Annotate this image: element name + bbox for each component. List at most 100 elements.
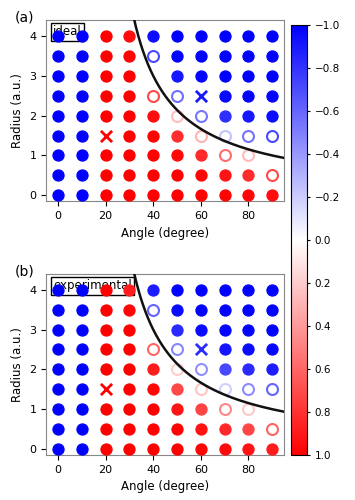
Text: (b): (b) — [15, 264, 35, 278]
Point — [150, 152, 156, 160]
Point — [55, 386, 61, 394]
Point — [245, 445, 251, 453]
Point — [198, 346, 203, 354]
Point — [79, 92, 84, 100]
Point — [126, 152, 132, 160]
Point — [245, 192, 251, 200]
Point — [150, 306, 156, 314]
Point — [222, 92, 227, 100]
Point — [269, 112, 275, 120]
Point — [103, 92, 109, 100]
Point — [198, 405, 203, 413]
Point — [126, 346, 132, 354]
Point — [150, 132, 156, 140]
Point — [126, 445, 132, 453]
Text: (a): (a) — [15, 11, 35, 25]
Point — [198, 132, 203, 140]
Point — [245, 32, 251, 40]
Point — [198, 32, 203, 40]
Point — [198, 425, 203, 433]
X-axis label: Angle (degree): Angle (degree) — [121, 480, 209, 494]
Point — [55, 286, 61, 294]
Point — [126, 52, 132, 60]
Point — [174, 72, 180, 80]
Point — [103, 132, 109, 140]
Point — [103, 112, 109, 120]
Point — [79, 366, 84, 374]
Point — [79, 445, 84, 453]
Point — [174, 366, 180, 374]
Point — [126, 306, 132, 314]
Point — [103, 405, 109, 413]
Point — [79, 132, 84, 140]
Point — [245, 425, 251, 433]
Point — [222, 192, 227, 200]
Point — [150, 32, 156, 40]
Point — [198, 172, 203, 179]
Point — [79, 112, 84, 120]
Point — [269, 366, 275, 374]
Point — [198, 72, 203, 80]
Point — [55, 306, 61, 314]
Point — [150, 346, 156, 354]
Point — [198, 445, 203, 453]
Point — [174, 445, 180, 453]
Point — [103, 72, 109, 80]
Point — [103, 32, 109, 40]
X-axis label: Angle (degree): Angle (degree) — [121, 226, 209, 239]
Point — [269, 172, 275, 179]
Point — [245, 132, 251, 140]
Point — [55, 112, 61, 120]
Point — [222, 306, 227, 314]
Point — [269, 92, 275, 100]
Point — [245, 286, 251, 294]
Point — [245, 112, 251, 120]
Point — [126, 92, 132, 100]
Y-axis label: Radius (a.u.): Radius (a.u.) — [11, 327, 24, 402]
Point — [198, 92, 203, 100]
Point — [55, 132, 61, 140]
Point — [222, 405, 227, 413]
Text: experimental: experimental — [53, 279, 132, 292]
Point — [269, 132, 275, 140]
Point — [150, 112, 156, 120]
Point — [150, 386, 156, 394]
Point — [269, 72, 275, 80]
Point — [126, 326, 132, 334]
Point — [245, 92, 251, 100]
Point — [126, 192, 132, 200]
Point — [222, 326, 227, 334]
Point — [245, 346, 251, 354]
Point — [150, 445, 156, 453]
Point — [174, 346, 180, 354]
Point — [79, 192, 84, 200]
Point — [103, 306, 109, 314]
Y-axis label: Radius (a.u.): Radius (a.u.) — [11, 73, 24, 148]
Point — [150, 92, 156, 100]
Point — [55, 425, 61, 433]
Point — [269, 32, 275, 40]
Point — [55, 52, 61, 60]
Point — [198, 112, 203, 120]
Point — [174, 132, 180, 140]
Point — [174, 425, 180, 433]
Point — [222, 52, 227, 60]
Point — [245, 172, 251, 179]
Point — [103, 172, 109, 179]
Point — [174, 152, 180, 160]
Point — [126, 386, 132, 394]
Point — [245, 72, 251, 80]
Point — [269, 445, 275, 453]
Point — [79, 306, 84, 314]
Point — [222, 386, 227, 394]
Point — [79, 286, 84, 294]
Point — [79, 386, 84, 394]
Point — [174, 52, 180, 60]
Point — [55, 72, 61, 80]
Point — [150, 52, 156, 60]
Text: ideal: ideal — [53, 26, 82, 38]
Point — [79, 172, 84, 179]
Point — [126, 32, 132, 40]
Point — [150, 366, 156, 374]
Point — [55, 366, 61, 374]
